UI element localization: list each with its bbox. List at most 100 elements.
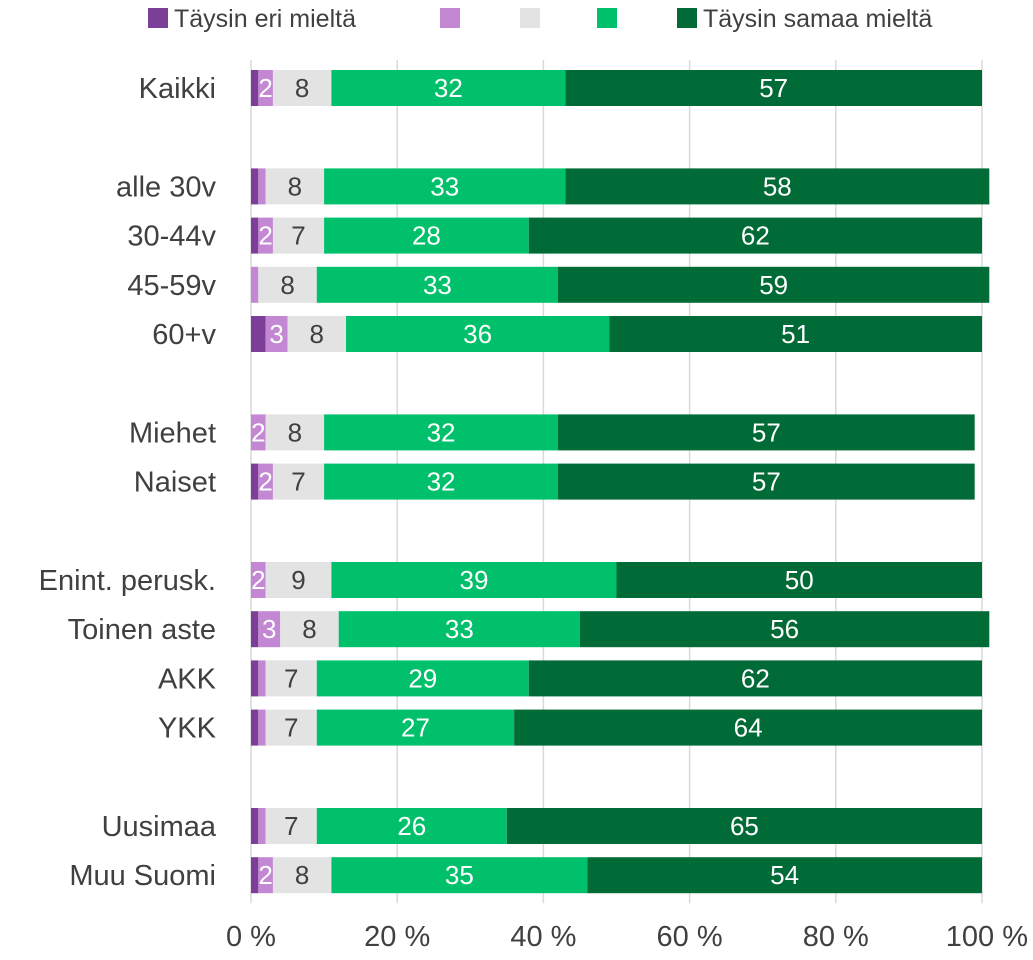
category-label: Toinen aste <box>68 614 216 646</box>
data-label: 33 <box>423 270 452 300</box>
data-label: 8 <box>310 319 324 349</box>
bar-segment <box>251 463 259 500</box>
data-label: 8 <box>280 270 294 300</box>
category-labels: Kaikki alle 30v 30-44v 45-59v 60+v Miehet Nais… <box>39 73 217 892</box>
bar-segment <box>272 463 325 500</box>
data-label: 2 <box>258 73 272 103</box>
data-label: 2 <box>251 417 265 447</box>
data-label: 9 <box>291 565 305 595</box>
bar-segment <box>265 660 317 697</box>
legend-swatch <box>597 8 617 28</box>
x-tick-label: 40 % <box>510 921 576 953</box>
bar-segment <box>316 808 507 844</box>
bar-segment <box>251 70 259 106</box>
data-label: 8 <box>302 614 316 644</box>
bar-segment <box>258 217 273 254</box>
data-label: 7 <box>284 713 298 743</box>
legend: Täysin eri mieltä Täysin samaa mieltä <box>148 5 932 33</box>
data-label: 7 <box>291 467 305 497</box>
bar-segment <box>331 562 617 598</box>
category-label: AKK <box>158 663 217 695</box>
bar-segment <box>251 266 259 303</box>
category-label: YKK <box>158 713 217 745</box>
data-label: 26 <box>397 811 426 841</box>
bar-segment <box>609 316 982 352</box>
bar-segment <box>272 857 332 894</box>
data-label: 57 <box>759 73 788 103</box>
data-label: 2 <box>251 565 265 595</box>
x-tick-label: 80 % <box>803 921 869 953</box>
data-label: 2 <box>258 467 272 497</box>
category-label: Muu Suomi <box>69 860 216 892</box>
x-tick-label: 0 % <box>226 921 276 953</box>
bar-segment <box>528 217 982 254</box>
legend-swatch <box>677 8 697 28</box>
bar-segment <box>324 168 566 205</box>
data-label: 64 <box>734 713 763 743</box>
bar-segment <box>251 808 259 844</box>
data-label: 35 <box>445 860 474 890</box>
bar-segment <box>251 562 266 598</box>
bar-segment <box>258 660 266 697</box>
bar-segment <box>331 857 588 894</box>
bar-segment <box>272 70 332 106</box>
bar-segment <box>251 857 259 894</box>
data-label: 3 <box>262 614 276 644</box>
bar-segment <box>258 266 317 303</box>
data-label: 29 <box>408 663 437 693</box>
bar-segment <box>258 857 273 894</box>
category-label: Uusimaa <box>102 811 217 843</box>
bar-segment <box>316 709 515 746</box>
bar-segment <box>558 414 975 451</box>
data-label: 57 <box>752 417 781 447</box>
bar-segment <box>258 168 266 205</box>
bar-segment <box>251 414 266 451</box>
bar-segment <box>316 660 529 697</box>
data-label: 8 <box>288 417 302 447</box>
data-label: 50 <box>785 565 814 595</box>
data-label: 3 <box>269 319 283 349</box>
legend-swatch <box>520 8 540 28</box>
bar-segment <box>331 70 566 106</box>
data-label: 36 <box>463 319 492 349</box>
data-label: 59 <box>759 270 788 300</box>
data-label: 8 <box>295 860 309 890</box>
category-label: Naiset <box>134 467 216 499</box>
bar-segment <box>265 168 325 205</box>
bar-segment <box>265 316 288 352</box>
category-label: 45-59v <box>127 270 216 302</box>
data-label: 65 <box>730 811 759 841</box>
bar-segment <box>280 611 339 648</box>
bar-segment <box>251 660 259 697</box>
bar-segment <box>616 562 982 598</box>
x-tick-label: 100 % <box>946 921 1028 953</box>
bar-segment <box>565 168 990 205</box>
category-label: Enint. perusk. <box>39 565 216 597</box>
category-label: Miehet <box>129 417 216 449</box>
x-tick-label: 20 % <box>364 921 430 953</box>
data-label: 39 <box>459 565 488 595</box>
bar-segment <box>324 217 529 254</box>
bar-segment <box>528 660 982 697</box>
legend-swatch <box>148 8 168 28</box>
legend-label: Täysin samaa mieltä <box>703 5 932 33</box>
data-label: 32 <box>427 417 456 447</box>
bar-segment <box>338 611 580 648</box>
bar-segment <box>265 414 325 451</box>
data-label: 62 <box>741 221 770 251</box>
category-label: 30-44v <box>127 221 216 253</box>
bar-segment <box>272 217 325 254</box>
bar-segment <box>251 217 259 254</box>
bar-segment <box>258 709 266 746</box>
bar-segment <box>324 463 559 500</box>
bar-segment <box>346 316 610 352</box>
legend-label: Täysin eri mieltä <box>174 5 356 33</box>
x-tick-label: 60 % <box>657 921 723 953</box>
bar-segment <box>251 168 259 205</box>
bar-segment <box>258 463 273 500</box>
bar-segment <box>506 808 982 844</box>
bar-segment <box>514 709 982 746</box>
bar-segment <box>265 562 332 598</box>
bar-segment <box>579 611 990 648</box>
